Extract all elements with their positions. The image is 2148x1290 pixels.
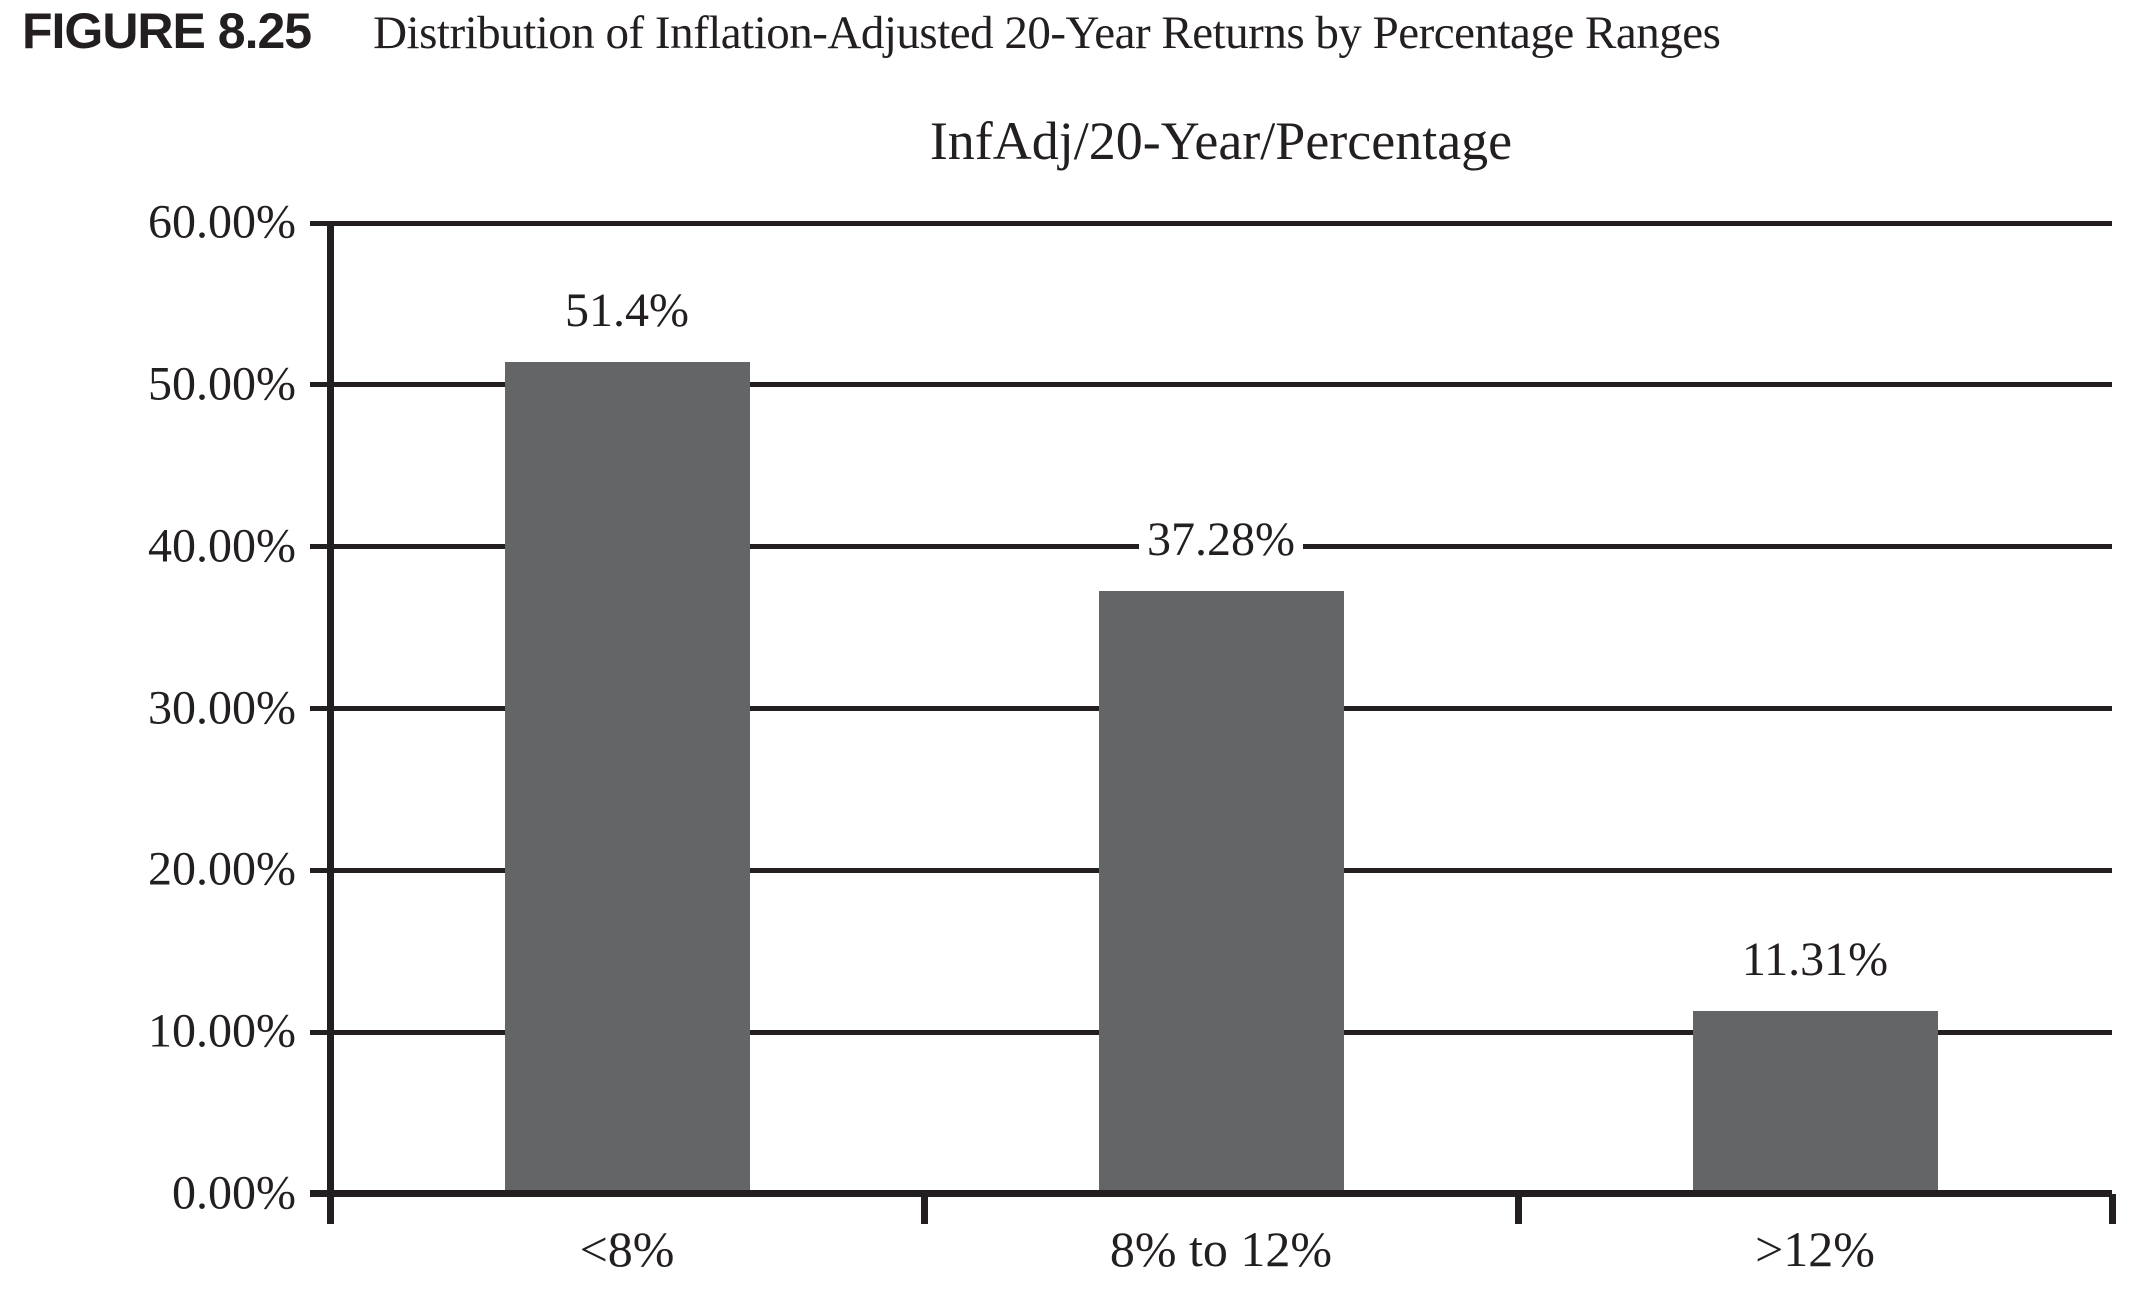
- bar: [1098, 590, 1344, 1194]
- gridline: [310, 382, 2112, 388]
- x-axis-line: [310, 1190, 2112, 1197]
- bar-value-label: 11.31%: [1733, 931, 1897, 987]
- y-tick-label: 40.00%: [148, 519, 296, 573]
- figure-header: FIGURE 8.25 Distribution of Inflation-Ad…: [22, 2, 1721, 60]
- bar: [504, 362, 750, 1194]
- y-tick-label: 30.00%: [148, 680, 296, 734]
- category-label: >12%: [1755, 1221, 1875, 1277]
- x-axis-tick: [2108, 1194, 2116, 1224]
- x-axis-tick: [920, 1194, 928, 1224]
- bar: [1692, 1010, 1938, 1194]
- figure-number-label: FIGURE 8.25: [22, 3, 312, 59]
- y-tick-label: 60.00%: [148, 195, 296, 249]
- chart-title: InfAdj/20-Year/Percentage: [929, 111, 1513, 171]
- figure-caption: Distribution of Inflation-Adjusted 20-Ye…: [373, 7, 1721, 59]
- plot-area: 0.00% 10.00% 20.00% 30.00% 40.00% 50.00% 60.00…: [148, 195, 2116, 1277]
- bar-value-label: 37.28%: [1139, 511, 1303, 567]
- category-label: 8% to 12%: [1109, 1221, 1333, 1277]
- y-axis-line: [327, 223, 334, 1224]
- y-tick-label: 10.00%: [148, 1004, 296, 1058]
- y-tick-label: 50.00%: [148, 357, 296, 411]
- bar-value-label: 51.4%: [557, 283, 697, 339]
- gridline: [310, 220, 2112, 226]
- y-tick-label: 20.00%: [148, 842, 296, 896]
- category-label: <8%: [579, 1221, 675, 1277]
- x-axis-tick: [1514, 1194, 1522, 1224]
- y-tick-label: 0.00%: [172, 1166, 296, 1220]
